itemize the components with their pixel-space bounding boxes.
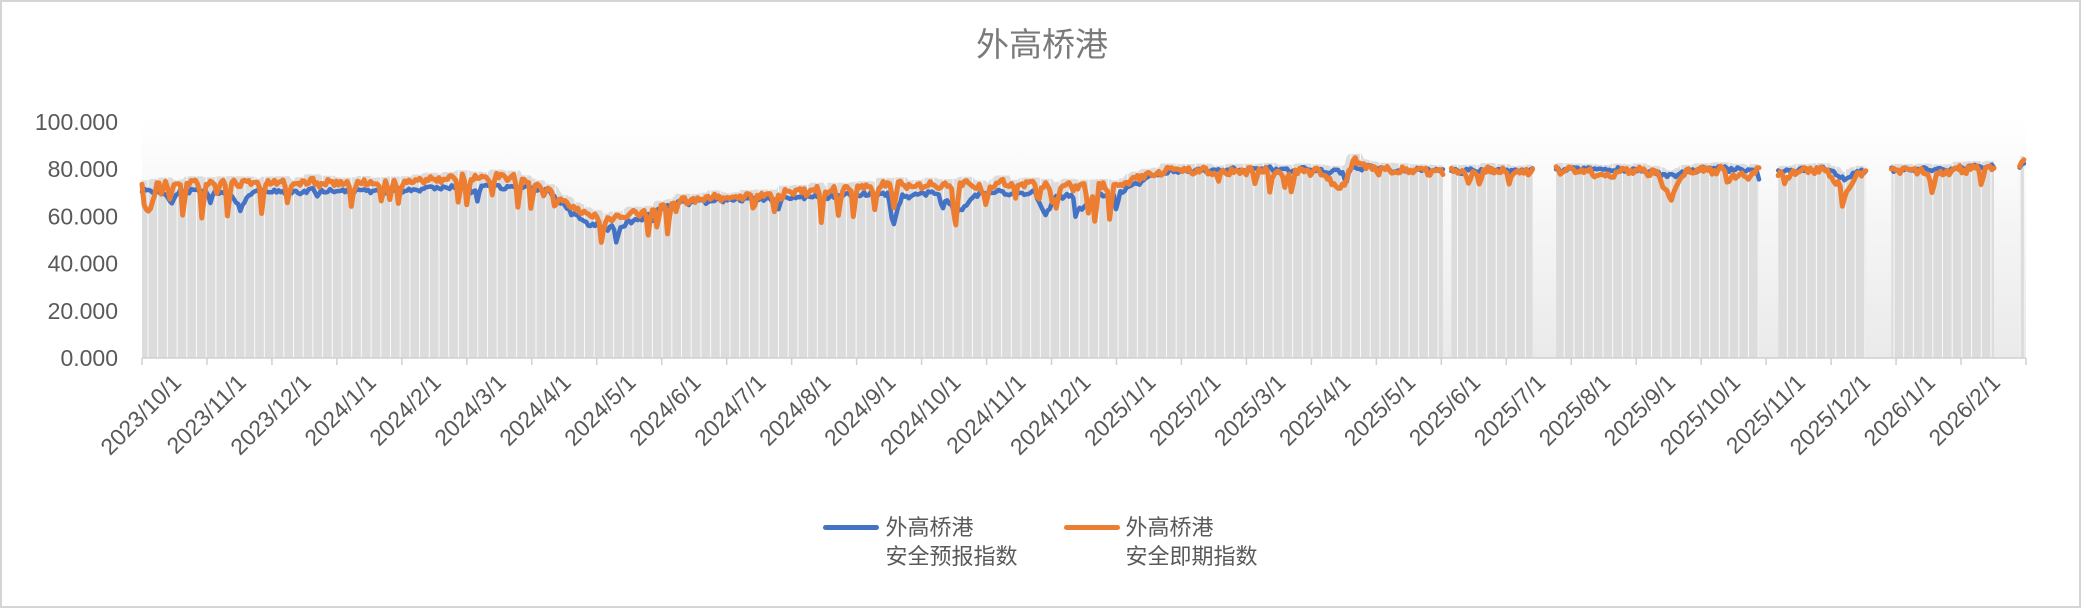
- legend-label-spot-line2: 安全即期指数: [1125, 544, 1258, 569]
- data-coverage-columns: [142, 153, 2024, 358]
- y-axis-label: 100.000: [35, 109, 118, 135]
- x-axis-label: 2024/5/1: [559, 369, 641, 451]
- x-axis-label: 2025/5/1: [1339, 369, 1421, 451]
- x-axis-label: 2024/3/1: [429, 369, 511, 451]
- legend-entry-forecast-index[interactable]: 外高桥港 安全预报指数: [823, 513, 1018, 571]
- coverage-column-block: [142, 153, 2024, 358]
- legend-line-swatch-spot: [1063, 525, 1120, 530]
- y-axis-label: 80.000: [48, 156, 118, 182]
- series-line-spot[interactable]: [1448, 164, 1536, 187]
- y-axis-label: 40.000: [48, 251, 118, 277]
- legend-label-spot-line1: 外高桥港: [1125, 515, 1214, 540]
- axes: [141, 357, 2027, 365]
- x-axis-label: 2026/1/1: [1858, 369, 1940, 451]
- y-axis[interactable]: 0.000 20.000 40.000 60.000 80.000 100.000: [35, 109, 118, 371]
- x-axis-label: 2025/4/1: [1274, 369, 1356, 451]
- x-axis-label: 2025/8/1: [1534, 369, 1616, 451]
- y-axis-label: 20.000: [48, 298, 118, 324]
- series-line-spot[interactable]: [139, 155, 1446, 245]
- legend: 外高桥港 安全预报指数 外高桥港 安全即期指数: [2, 513, 2079, 571]
- x-axis-label: 2025/3/1: [1209, 369, 1291, 451]
- x-axis-label: 2024/2/1: [364, 369, 446, 451]
- series-line-spot[interactable]: [1888, 162, 1997, 196]
- chart-title[interactable]: 外高桥港: [976, 26, 1108, 63]
- legend-entry-spot-index[interactable]: 外高桥港 安全即期指数: [1063, 513, 1258, 571]
- series-line-spot[interactable]: [1553, 163, 1762, 203]
- x-axis[interactable]: 2023/10/12023/11/12023/12/12024/1/12024/…: [95, 369, 2005, 460]
- y-axis-label: 0.000: [60, 345, 118, 371]
- series-line-spot[interactable]: [1775, 164, 1869, 209]
- x-axis-label: 2025/6/1: [1404, 369, 1486, 451]
- legend-label-forecast-line2: 安全预报指数: [885, 544, 1018, 569]
- legend-label-forecast-line1: 外高桥港: [885, 515, 974, 540]
- x-axis-label: 2026/2/1: [1923, 369, 2005, 451]
- x-axis-label: 2025/1/1: [1079, 369, 1161, 451]
- series-lines[interactable]: [139, 155, 2027, 245]
- series-line-spot[interactable]: [2017, 157, 2027, 169]
- legend-label-forecast: 外高桥港 安全预报指数: [885, 513, 1017, 571]
- legend-label-spot: 外高桥港 安全即期指数: [1126, 513, 1258, 571]
- x-axis-label: 2025/7/1: [1469, 369, 1551, 451]
- y-axis-label: 60.000: [48, 203, 118, 229]
- x-axis-label: 2025/2/1: [1144, 369, 1226, 451]
- x-axis-label: 2024/1/1: [299, 369, 381, 451]
- x-axis-label: 2024/7/1: [689, 369, 771, 451]
- legend-line-swatch-forecast: [823, 525, 880, 530]
- x-axis-label: 2024/4/1: [494, 369, 576, 451]
- x-axis-label: 2024/6/1: [624, 369, 706, 451]
- x-axis-label: 2024/8/1: [754, 369, 836, 451]
